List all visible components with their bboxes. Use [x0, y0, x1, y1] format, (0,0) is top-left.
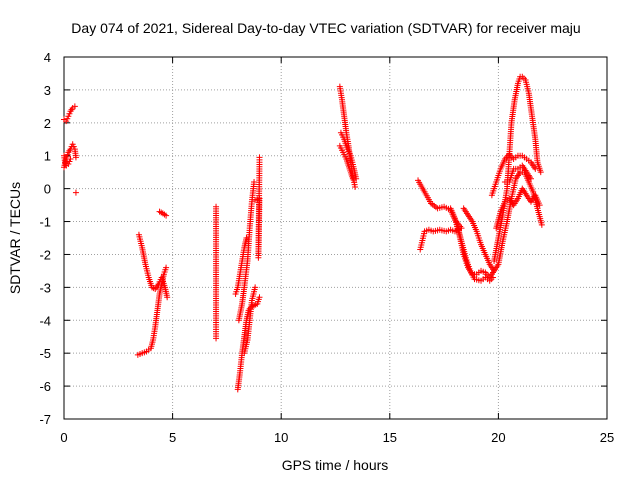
x-tick-label: 0	[60, 430, 67, 445]
gridlines	[64, 57, 607, 419]
chart-title: Day 074 of 2021, Sidereal Day-to-day VTE…	[71, 20, 580, 36]
x-tick-labels: 0 5 10 15 20 25	[60, 430, 614, 445]
plot-frame	[63, 56, 608, 420]
x-tick-label: 25	[600, 430, 614, 445]
y-tick-label: -3	[39, 280, 51, 295]
data-point	[537, 169, 544, 176]
data-point	[164, 294, 171, 301]
x-tick-label: 20	[491, 430, 505, 445]
y-tick-label: 0	[44, 182, 51, 197]
data-point	[252, 284, 259, 291]
data-point	[489, 274, 496, 281]
x-axis-label: GPS time / hours	[282, 457, 389, 473]
data-marks	[61, 73, 545, 393]
y-tick-label: -7	[39, 412, 51, 427]
y-tick-label: 3	[44, 83, 51, 98]
y-tick-label: 4	[44, 50, 51, 65]
y-tick-label: -1	[39, 215, 51, 230]
data-point	[532, 165, 539, 172]
axis-ticks	[63, 56, 608, 420]
y-tick-label: -6	[39, 379, 51, 394]
data-point	[67, 156, 74, 163]
x-tick-label: 15	[383, 430, 397, 445]
data-point	[538, 221, 545, 228]
y-tick-labels: -7 -6 -5 -4 -3 -2 -1 0 1 2 3 4	[39, 50, 51, 427]
data-point	[72, 189, 79, 196]
y-tick-label: 2	[44, 116, 51, 131]
data-point	[256, 154, 263, 161]
data-point	[251, 179, 258, 186]
data-point	[163, 264, 170, 271]
y-tick-label: -5	[39, 346, 51, 361]
y-tick-label: 1	[44, 149, 51, 164]
x-tick-label: 10	[274, 430, 288, 445]
data-point	[536, 202, 543, 209]
y-axis-label: SDTVAR / TECUs	[7, 182, 23, 294]
data-point	[352, 183, 359, 190]
y-tick-label: -4	[39, 313, 51, 328]
data-point	[163, 212, 170, 219]
data-point	[349, 175, 356, 182]
data-point	[243, 235, 250, 241]
x-tick-label: 5	[169, 430, 176, 445]
data-point	[527, 175, 534, 182]
data-point	[71, 103, 78, 110]
y-tick-label: -2	[39, 247, 51, 262]
data-point	[256, 294, 263, 301]
data-point	[213, 335, 220, 342]
data-point	[72, 154, 79, 161]
